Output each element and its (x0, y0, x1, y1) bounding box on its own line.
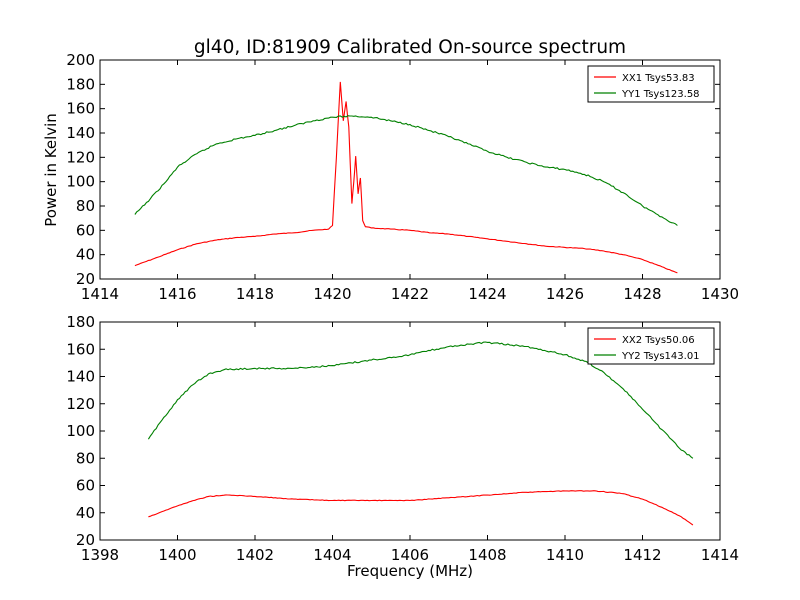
x-tick-label: 1398 (81, 546, 119, 564)
y-tick-label: 120 (66, 148, 95, 166)
top-panel: 1414 1416 1418 1420 1422 1424 1426 1428 1430 20 40… (66, 51, 739, 303)
y-tick-label: 20 (76, 531, 95, 549)
x-tick-label: 1422 (391, 285, 429, 303)
y-tick-label: 140 (66, 124, 95, 142)
y-tick-label: 60 (76, 477, 95, 495)
y-tick-label: 180 (66, 75, 95, 93)
y-tick-label: 80 (76, 197, 95, 215)
x-tick-label: 1426 (546, 285, 584, 303)
legend-box (587, 327, 715, 365)
x-tick-label: 1400 (158, 546, 196, 564)
series-line-2 (147, 341, 694, 459)
legend-label: YY2 Tsys143.01 (621, 351, 700, 362)
x-tick-label: 1416 (158, 285, 196, 303)
x-tick-label: 1406 (391, 546, 429, 564)
y-tick-label: 160 (66, 100, 95, 118)
x-tick-label: 1412 (623, 546, 661, 564)
y-tick-label: 40 (76, 504, 95, 522)
x-tick-label: 1428 (623, 285, 661, 303)
y-tick-label: 100 (66, 422, 95, 440)
legend-box (587, 65, 715, 103)
series-line-1 (134, 81, 678, 274)
x-tick-label: 1408 (468, 546, 506, 564)
y-tick-label: 160 (66, 340, 95, 358)
legend-label: XX2 Tsys50.06 (622, 335, 695, 346)
legend-label: XX1 Tsys53.83 (622, 73, 695, 84)
x-tick-label: 1402 (236, 546, 274, 564)
x-tick-label: 1418 (236, 285, 274, 303)
x-tick-label: 1404 (313, 546, 351, 564)
x-tick-label: 1414 (701, 546, 739, 564)
chart-title: gl40, ID:81909 Calibrated On-source spec… (194, 37, 626, 58)
y-tick-label: 180 (66, 313, 95, 331)
y-tick-label: 20 (76, 270, 95, 288)
x-tick-label: 1410 (546, 546, 584, 564)
bottom-panel: 1398 1400 1402 1404 1406 1408 1410 1412 1414 20 40… (66, 313, 739, 564)
x-tick-label: 1424 (468, 285, 506, 303)
x-tick-label: 1414 (81, 285, 119, 303)
y-tick-label: 100 (66, 173, 95, 191)
y-tick-label: 200 (66, 51, 95, 69)
y-tick-label: 80 (76, 449, 95, 467)
y-axis-label: Power in Kelvin (42, 113, 60, 227)
y-tick-label: 140 (66, 368, 95, 386)
legend: XX1 Tsys53.83 YY1 Tsys123.58 (587, 65, 715, 103)
x-tick-label: 1430 (701, 285, 739, 303)
legend: XX2 Tsys50.06 YY2 Tsys143.01 (587, 327, 715, 365)
x-tick-label: 1420 (313, 285, 351, 303)
y-tick-label: 120 (66, 395, 95, 413)
series-line-1 (148, 490, 694, 526)
legend-label: YY1 Tsys123.58 (621, 89, 700, 100)
y-tick-label: 60 (76, 221, 95, 239)
series-line-2 (134, 115, 678, 226)
x-axis-label: Frequency (MHz) (347, 562, 473, 580)
y-tick-label: 40 (76, 246, 95, 264)
